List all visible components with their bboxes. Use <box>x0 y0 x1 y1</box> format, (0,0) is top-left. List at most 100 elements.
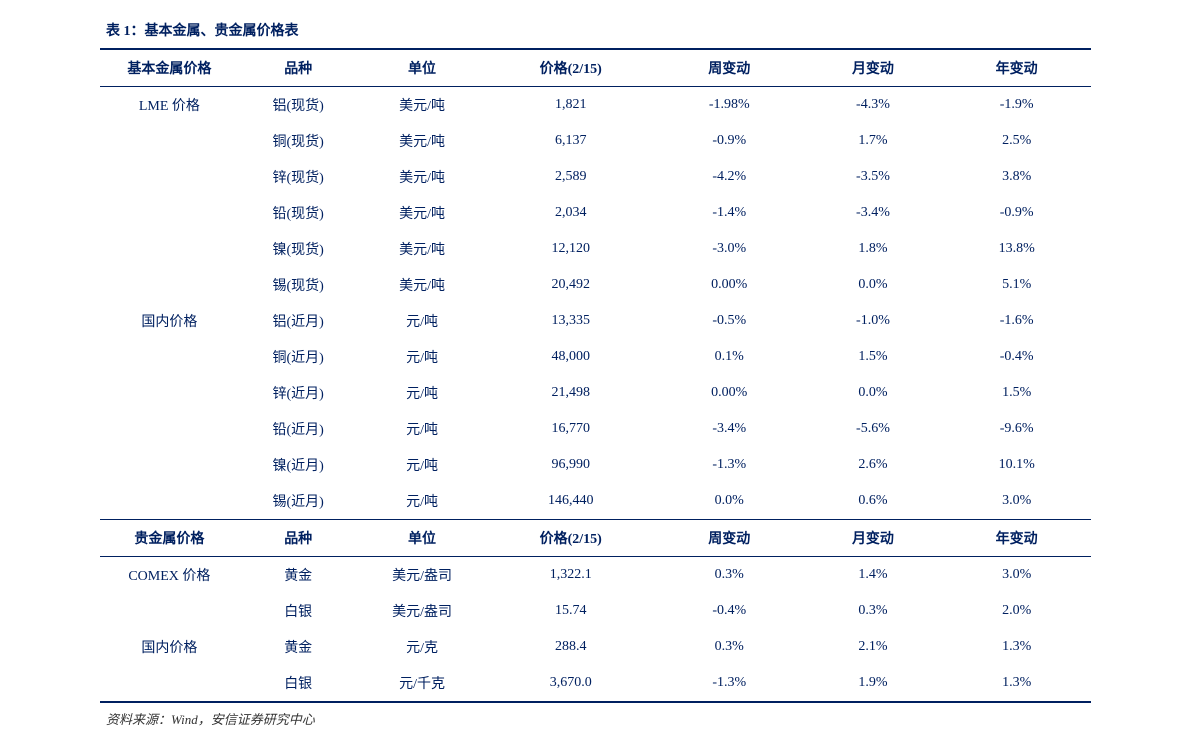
cell-week: -1.98% <box>655 87 804 124</box>
cell-month: 1.4% <box>804 557 943 594</box>
table-row: 铅(现货)美元/吨2,034-1.4%-3.4%-0.9% <box>100 195 1091 231</box>
cell-week: -0.5% <box>655 303 804 339</box>
group-label: COMEX 价格 <box>100 557 239 594</box>
cell-product: 铜(近月) <box>239 339 358 375</box>
cell-price: 12,120 <box>486 231 654 267</box>
cell-month: 1.5% <box>804 339 943 375</box>
cell-year: -0.4% <box>942 339 1091 375</box>
cell-unit: 美元/盎司 <box>358 557 487 594</box>
price-table: 基本金属价格 品种 单位 价格(2/15) 周变动 月变动 年变动 LME 价格… <box>100 48 1091 703</box>
table-row: 铜(近月)元/吨48,0000.1%1.5%-0.4% <box>100 339 1091 375</box>
cell-week: -1.3% <box>655 665 804 702</box>
cell-price: 1,322.1 <box>486 557 654 594</box>
cell-price: 48,000 <box>486 339 654 375</box>
header-col-0: 基本金属价格 <box>100 49 239 87</box>
cell-year: -1.6% <box>942 303 1091 339</box>
table-row: LME 价格铝(现货)美元/吨1,821-1.98%-4.3%-1.9% <box>100 87 1091 124</box>
group-label <box>100 375 239 411</box>
group-label <box>100 231 239 267</box>
cell-week: -1.3% <box>655 447 804 483</box>
cell-week: -0.9% <box>655 123 804 159</box>
cell-year: 2.0% <box>942 593 1091 629</box>
cell-price: 6,137 <box>486 123 654 159</box>
cell-month: -3.4% <box>804 195 943 231</box>
group-label <box>100 195 239 231</box>
group-label <box>100 159 239 195</box>
cell-price: 1,821 <box>486 87 654 124</box>
cell-price: 20,492 <box>486 267 654 303</box>
header-col-4: 周变动 <box>655 49 804 87</box>
cell-year: -1.9% <box>942 87 1091 124</box>
group-label <box>100 483 239 520</box>
cell-product: 铅(现货) <box>239 195 358 231</box>
table-row: 锌(现货)美元/吨2,589-4.2%-3.5%3.8% <box>100 159 1091 195</box>
cell-year: 10.1% <box>942 447 1091 483</box>
table-row: 锡(近月)元/吨146,4400.0%0.6%3.0% <box>100 483 1091 520</box>
table-title: 表 1：基本金属、贵金属价格表 <box>100 20 1091 40</box>
cell-product: 黄金 <box>239 557 358 594</box>
cell-price: 146,440 <box>486 483 654 520</box>
subheader-cell: 年变动 <box>942 520 1091 557</box>
cell-month: 2.1% <box>804 629 943 665</box>
cell-year: 1.3% <box>942 629 1091 665</box>
subheader-cell: 月变动 <box>804 520 943 557</box>
cell-unit: 美元/盎司 <box>358 593 487 629</box>
cell-month: -5.6% <box>804 411 943 447</box>
group-label: 国内价格 <box>100 629 239 665</box>
table-row: 镍(现货)美元/吨12,120-3.0%1.8%13.8% <box>100 231 1091 267</box>
header-col-5: 月变动 <box>804 49 943 87</box>
cell-price: 2,034 <box>486 195 654 231</box>
cell-year: 1.5% <box>942 375 1091 411</box>
table-row: 铜(现货)美元/吨6,137-0.9%1.7%2.5% <box>100 123 1091 159</box>
header-col-6: 年变动 <box>942 49 1091 87</box>
cell-product: 铝(近月) <box>239 303 358 339</box>
cell-price: 2,589 <box>486 159 654 195</box>
cell-week: -1.4% <box>655 195 804 231</box>
cell-month: 1.9% <box>804 665 943 702</box>
cell-price: 13,335 <box>486 303 654 339</box>
cell-year: 3.0% <box>942 483 1091 520</box>
cell-unit: 元/吨 <box>358 411 487 447</box>
header-col-1: 品种 <box>239 49 358 87</box>
cell-product: 白银 <box>239 593 358 629</box>
cell-month: 1.7% <box>804 123 943 159</box>
cell-unit: 美元/吨 <box>358 267 487 303</box>
cell-product: 锡(近月) <box>239 483 358 520</box>
cell-month: 1.8% <box>804 231 943 267</box>
cell-week: 0.0% <box>655 483 804 520</box>
cell-price: 288.4 <box>486 629 654 665</box>
cell-week: -4.2% <box>655 159 804 195</box>
cell-week: -3.0% <box>655 231 804 267</box>
cell-year: -9.6% <box>942 411 1091 447</box>
cell-unit: 元/千克 <box>358 665 487 702</box>
cell-unit: 美元/吨 <box>358 195 487 231</box>
subheader-cell: 贵金属价格 <box>100 520 239 557</box>
group-label <box>100 665 239 702</box>
cell-unit: 元/克 <box>358 629 487 665</box>
cell-year: 3.0% <box>942 557 1091 594</box>
cell-price: 21,498 <box>486 375 654 411</box>
subheader-cell: 品种 <box>239 520 358 557</box>
table-row: 锡(现货)美元/吨20,4920.00%0.0%5.1% <box>100 267 1091 303</box>
cell-unit: 美元/吨 <box>358 159 487 195</box>
cell-unit: 元/吨 <box>358 447 487 483</box>
cell-week: 0.3% <box>655 629 804 665</box>
cell-year: -0.9% <box>942 195 1091 231</box>
cell-month: 0.0% <box>804 375 943 411</box>
cell-year: 2.5% <box>942 123 1091 159</box>
cell-product: 镍(近月) <box>239 447 358 483</box>
cell-price: 16,770 <box>486 411 654 447</box>
cell-year: 3.8% <box>942 159 1091 195</box>
group-label: LME 价格 <box>100 87 239 124</box>
table-row: 白银元/千克3,670.0-1.3%1.9%1.3% <box>100 665 1091 702</box>
table-row: 锌(近月)元/吨21,4980.00%0.0%1.5% <box>100 375 1091 411</box>
header-col-2: 单位 <box>358 49 487 87</box>
table-row: 铅(近月)元/吨16,770-3.4%-5.6%-9.6% <box>100 411 1091 447</box>
cell-unit: 元/吨 <box>358 483 487 520</box>
subheader-cell: 价格(2/15) <box>486 520 654 557</box>
subheader-cell: 周变动 <box>655 520 804 557</box>
group-label <box>100 267 239 303</box>
cell-price: 15.74 <box>486 593 654 629</box>
cell-month: -4.3% <box>804 87 943 124</box>
cell-month: -1.0% <box>804 303 943 339</box>
